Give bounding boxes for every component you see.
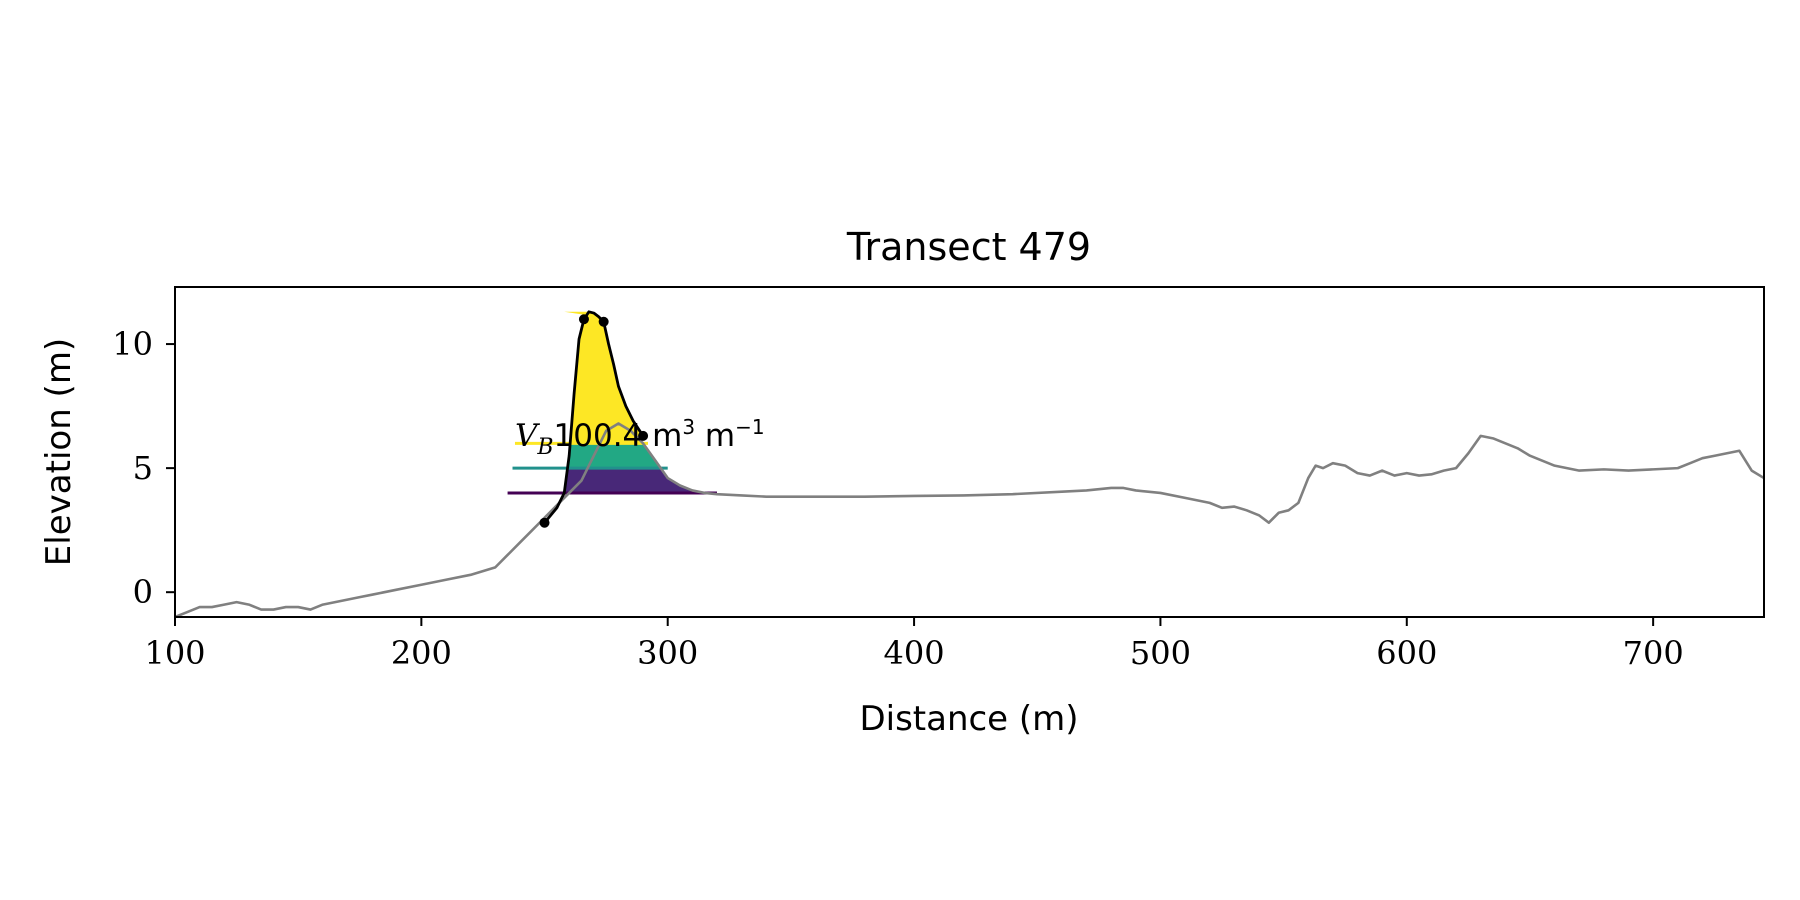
band-low-fill — [564, 468, 705, 493]
marker-point — [578, 314, 589, 325]
marker-point — [598, 316, 609, 327]
dune-outline-line — [543, 310, 645, 524]
annotation-value: 100.4 m — [554, 418, 683, 454]
markers-layer — [539, 314, 649, 528]
x-tick-label: 700 — [1623, 634, 1684, 672]
y-tick-label: 10 — [112, 325, 153, 363]
x-axis-label: Distance (m) — [859, 699, 1078, 739]
x-tick-label: 400 — [884, 634, 945, 672]
y-tick-label: 0 — [133, 573, 153, 611]
annotation-exponent-2: −1 — [735, 415, 764, 439]
x-tick-label: 500 — [1130, 634, 1191, 672]
y-axis-label: Elevation (m) — [39, 338, 79, 566]
band-baselines-layer — [507, 441, 717, 495]
annotation-unit: m — [695, 418, 735, 454]
x-tick-label: 600 — [1376, 634, 1437, 672]
volume-bands-layer — [564, 311, 705, 493]
axis-ticks-layer: 100 200 300 400 500 600 700 0 5 10 — [112, 325, 1683, 672]
x-tick-label: 300 — [637, 634, 698, 672]
marker-point — [638, 430, 649, 441]
annotation-subscript: B — [536, 435, 553, 460]
y-tick-label: 5 — [133, 449, 153, 487]
profile-line — [174, 422, 1765, 619]
x-tick-label: 200 — [391, 634, 452, 672]
annotation-exponent-1: 3 — [682, 415, 695, 439]
chart-title: Transect 479 — [846, 225, 1091, 269]
annotation-symbol: V — [515, 418, 541, 454]
dune-outline-layer — [543, 310, 645, 524]
volume-annotation: VB100.4 m3 m−1 — [515, 415, 765, 460]
x-tick-label: 100 — [144, 634, 205, 672]
profile-layer — [174, 422, 1765, 619]
marker-point — [539, 517, 550, 528]
plot-frame — [174, 286, 1765, 618]
band-high-fill — [564, 311, 644, 444]
